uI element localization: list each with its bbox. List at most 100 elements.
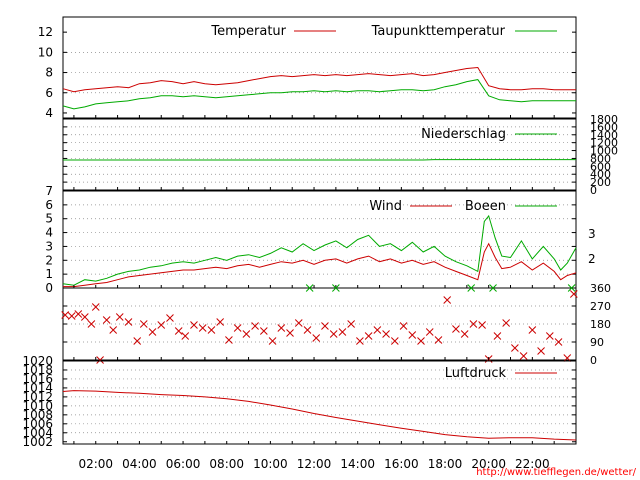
data-point [519,352,528,360]
data-point [545,332,554,340]
data-point [493,332,502,340]
legend-label: Taupunkttemperatur [371,24,506,39]
ytick-label: 2 [45,253,53,267]
data-point [80,313,89,321]
data-point [225,336,233,344]
data-point [399,322,408,330]
ytick-label: 270 [590,300,611,313]
data-point [102,316,111,324]
data-point [286,329,294,337]
series-line-boeen [62,214,577,286]
credit-link[interactable]: http://www.tiefflegen.de/wetter/ [476,467,636,478]
legend-label: Wind [369,199,402,214]
xtick-label: 04:00 [122,457,157,471]
ytick-label: 180 [590,318,611,331]
data-point [207,326,216,334]
data-point [61,311,70,319]
data-point [124,318,133,326]
data-point [567,284,576,292]
data-point [190,321,198,329]
data-point [434,336,443,344]
data-point [109,326,118,334]
series-line-wind [63,242,577,288]
right-tick-label: 2 [588,252,596,266]
data-point [87,320,96,328]
data-point [303,326,312,334]
data-point [312,334,321,342]
right-tick-label: 3 [588,227,596,241]
data-point [294,319,303,327]
data-point [329,330,338,338]
legend-label: Temperatur [210,24,286,39]
data-point [67,312,76,320]
ytick-label: 1000 [590,145,618,158]
data-point [417,337,425,345]
data-point [489,284,497,292]
data-point [502,319,510,327]
data-point [347,320,356,328]
xtick-label: 18:00 [428,457,463,471]
xtick-label: 12:00 [297,457,332,471]
data-point [478,321,486,329]
data-point [332,284,340,292]
ytick-label: 1600 [590,121,618,134]
ytick-label: 10 [38,45,53,59]
data-point [356,337,364,345]
ytick-label: 1014 [22,381,53,395]
data-point [443,296,452,304]
data-point [174,327,183,335]
ytick-label: 7 [45,184,53,198]
ytick-label: 1 [45,267,53,281]
ytick-label: 12 [38,25,53,39]
data-point [390,337,399,345]
data-point [511,344,519,352]
data-point [563,354,572,362]
xtick-label: 08:00 [209,457,244,471]
ytick-label: 800 [590,152,611,165]
data-point [425,328,434,336]
data-point [554,338,563,346]
legend-label: Boeen [465,199,506,214]
xtick-label: 14:00 [340,457,375,471]
data-point [460,330,469,338]
ytick-label: 400 [590,168,611,181]
ytick-label: 1400 [590,129,618,142]
data-point [139,320,148,328]
ytick-label: 1800 [590,113,618,126]
data-point [259,327,268,335]
ytick-label: 360 [590,282,611,295]
ytick-label: 1012 [22,390,53,404]
data-point [277,324,286,332]
panel-pressure: 1002100410061008101010121014101610181020… [22,354,577,449]
data-point [198,324,207,332]
ytick-label: 0 [590,354,597,367]
data-point [157,321,166,329]
ytick-label: 1018 [22,363,53,377]
data-point [268,337,277,345]
panel-frame [62,16,577,119]
data-point [216,318,225,326]
data-point [452,325,460,333]
data-point [96,356,104,364]
data-point [321,322,329,330]
ytick-label: 90 [590,336,604,349]
ytick-label: 1010 [22,399,53,413]
data-point [148,328,157,336]
panel-frame [62,118,577,191]
data-point [233,324,242,332]
data-point [408,331,417,339]
data-point [181,332,190,340]
data-point [305,284,314,292]
data-point [242,330,251,338]
data-point [338,328,347,336]
data-point [364,332,373,340]
ytick-label: 4 [45,106,53,120]
ytick-label: 1200 [590,137,618,150]
series-line-luftdruck [62,390,577,441]
data-point [74,310,83,318]
ytick-label: 1016 [22,372,53,386]
ytick-label: 4 [45,226,53,240]
